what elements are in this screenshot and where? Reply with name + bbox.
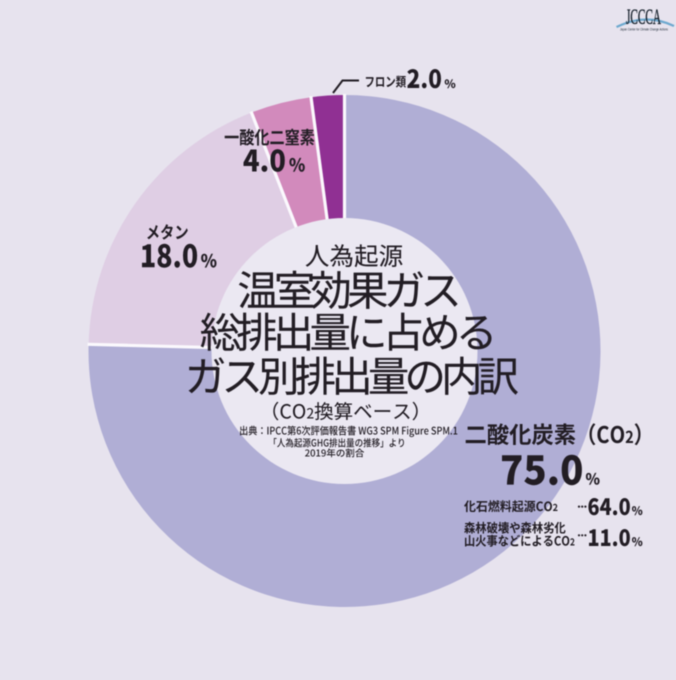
- svg-text:Japan Center for Climate Chang: Japan Center for Climate Change Actions: [620, 28, 668, 32]
- svg-text:JCCCA: JCCCA: [626, 4, 661, 29]
